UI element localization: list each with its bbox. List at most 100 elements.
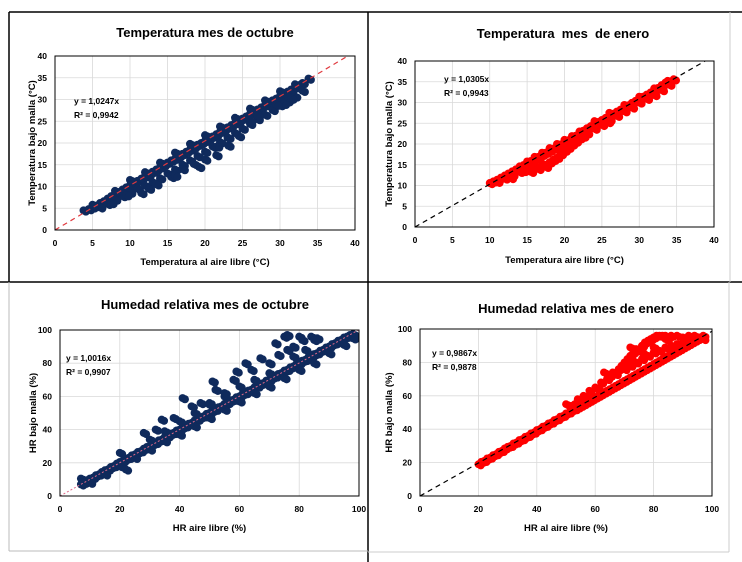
- y-tick-label: 10: [398, 181, 408, 191]
- y-tick-label: 0: [47, 491, 52, 501]
- x-tick-label: 40: [532, 504, 542, 514]
- data-point: [133, 455, 142, 464]
- y-tick-label: 25: [38, 116, 48, 126]
- grid: [414, 60, 715, 228]
- y-tick-label: 0: [402, 222, 407, 232]
- panel-frame: [0, 11, 742, 562]
- data-point: [622, 108, 631, 117]
- data-point: [158, 175, 167, 184]
- x-tick-label: 15: [522, 235, 532, 245]
- plot-area: [54, 55, 356, 231]
- data-point: [619, 363, 628, 371]
- x-tick-label: 10: [485, 235, 495, 245]
- y-tick-label: 5: [402, 201, 407, 211]
- x-tick-label: 0: [418, 504, 423, 514]
- data-point: [267, 370, 276, 379]
- regression-equation: y = 1,0305x: [444, 74, 489, 84]
- data-point: [573, 401, 581, 410]
- data-point: [173, 172, 182, 181]
- data-point: [663, 336, 672, 345]
- data-point: [249, 367, 258, 376]
- data-point: [533, 154, 541, 163]
- y-tick-label: 100: [398, 324, 412, 334]
- data-point: [518, 163, 527, 172]
- data-point: [698, 334, 707, 343]
- y-tick-label: 35: [398, 77, 408, 87]
- x-tick-label: 25: [597, 235, 607, 245]
- trend-line: [414, 60, 706, 228]
- trend-line: [54, 55, 349, 231]
- data-point: [226, 142, 235, 151]
- data-point: [248, 105, 257, 114]
- y-tick-label: 20: [403, 458, 413, 468]
- y-tick-label: 20: [43, 458, 53, 468]
- chart-temp-ene: Temperatura mes de enero 0 5 10 15 20 25 30 35 4…: [384, 26, 719, 266]
- y-tick-label: 20: [398, 139, 408, 149]
- data-point: [178, 431, 186, 440]
- data-points: [485, 75, 681, 189]
- data-point: [263, 97, 272, 106]
- data-point: [237, 133, 246, 142]
- chart-title: Humedad relativa mes de enero: [478, 301, 674, 316]
- y-tick-label: 40: [403, 424, 413, 434]
- data-point: [596, 386, 605, 395]
- chart-hr-ene: Humedad relativa mes de enero 0 20 40 60 80 1…: [384, 301, 719, 534]
- x-tick-label: 40: [175, 504, 185, 514]
- tick-labels: 0 20 40 60 80 100 0 20 40 60 80 100: [398, 324, 720, 514]
- y-tick-label: 80: [43, 358, 53, 368]
- data-point: [285, 332, 294, 341]
- data-point: [88, 479, 97, 488]
- data-point: [147, 185, 156, 194]
- data-point: [237, 383, 246, 392]
- x-tick-label: 20: [474, 504, 484, 514]
- x-tick-label: 80: [649, 504, 659, 514]
- x-tick-label: 0: [413, 235, 418, 245]
- data-point: [154, 426, 163, 435]
- data-point: [570, 133, 579, 142]
- y-tick-label: 40: [43, 425, 53, 435]
- x-tick-label: 5: [450, 235, 455, 245]
- data-point: [342, 342, 351, 351]
- data-point: [525, 158, 534, 167]
- y-tick-label: 100: [38, 325, 52, 335]
- x-tick-label: 5: [90, 238, 95, 248]
- data-point: [547, 145, 556, 154]
- data-point: [297, 367, 306, 376]
- x-tick-label: 60: [235, 504, 245, 514]
- data-point: [198, 400, 207, 409]
- data-point: [192, 410, 201, 419]
- data-point: [222, 406, 231, 415]
- data-point: [303, 347, 312, 356]
- data-point: [291, 343, 300, 352]
- trend-line: [419, 330, 713, 497]
- x-axis-label: HR al aire libre (%): [524, 523, 608, 534]
- data-point: [615, 112, 624, 121]
- data-point: [98, 204, 107, 213]
- data-point: [315, 335, 324, 344]
- x-tick-label: 20: [115, 504, 125, 514]
- data-point: [143, 169, 152, 178]
- x-axis-label: Temperatura al aire libre (°C): [140, 257, 269, 268]
- tick-labels: 0 5 10 15 20 25 30 35 40 0 5 10 15 20 25 30 35 40: [38, 51, 360, 248]
- data-point: [267, 360, 276, 369]
- y-tick-label: 40: [398, 56, 408, 66]
- data-point: [614, 371, 622, 380]
- data-point: [637, 99, 646, 108]
- x-tick-label: 60: [590, 504, 600, 514]
- data-point: [645, 95, 654, 104]
- data-points: [76, 330, 360, 490]
- data-point: [234, 368, 243, 377]
- data-point: [274, 101, 283, 110]
- y-tick-label: 0: [42, 225, 47, 235]
- y-tick-label: 30: [398, 98, 408, 108]
- tick-labels: 0 20 40 60 80 100 0 20 40 60 80 100: [38, 325, 367, 514]
- y-tick-label: 60: [43, 391, 53, 401]
- data-point: [188, 141, 197, 150]
- data-point: [267, 383, 276, 392]
- data-point: [173, 149, 182, 158]
- data-point: [103, 471, 112, 480]
- data-point: [178, 418, 186, 427]
- data-point: [312, 360, 321, 369]
- regression-equation: y = 0,9867x: [432, 348, 477, 358]
